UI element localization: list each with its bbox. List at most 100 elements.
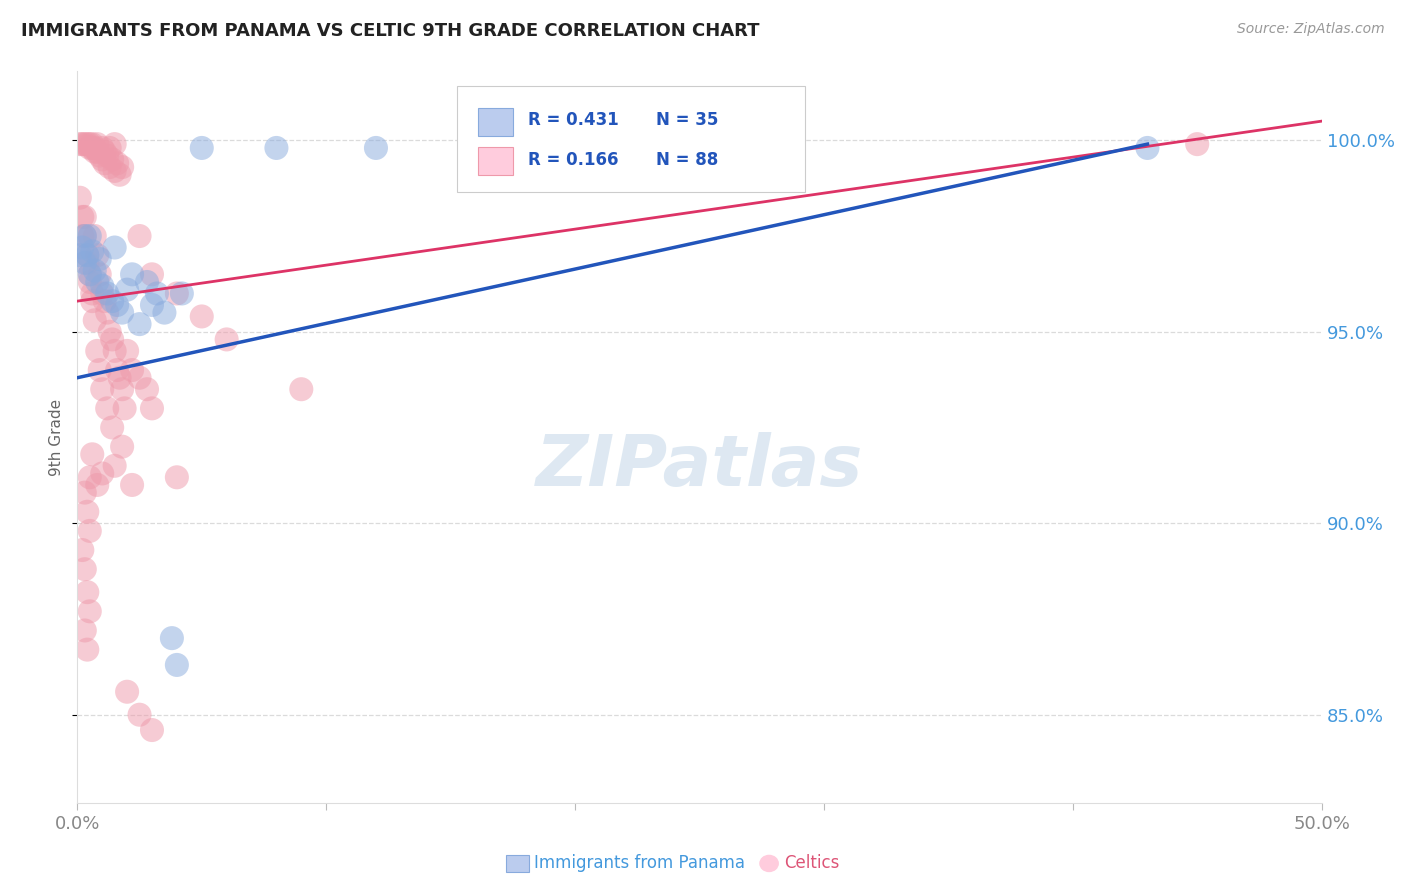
Point	[191, 141, 214, 155]
Point	[83, 229, 105, 244]
Point	[191, 310, 214, 324]
Point	[91, 278, 114, 293]
Point	[101, 420, 124, 434]
Point	[364, 141, 387, 155]
Point	[290, 382, 312, 396]
Point	[91, 467, 114, 481]
Point	[72, 137, 94, 152]
Point	[1187, 137, 1209, 152]
Point	[104, 240, 127, 254]
Point	[79, 141, 101, 155]
Point	[128, 370, 150, 384]
Point	[86, 343, 108, 358]
Point	[86, 478, 108, 492]
Point	[73, 485, 96, 500]
Point	[82, 294, 104, 309]
Point	[73, 229, 96, 244]
Point	[93, 294, 115, 309]
Point	[105, 363, 128, 377]
Point	[111, 440, 134, 454]
Bar	[478, 108, 513, 136]
Point	[105, 156, 128, 170]
Point	[73, 256, 96, 270]
Point	[72, 240, 94, 254]
Point	[141, 723, 163, 737]
Point	[141, 298, 163, 312]
Text: R = 0.431: R = 0.431	[527, 112, 619, 129]
Point	[1136, 141, 1159, 155]
Text: Immigrants from Panama: Immigrants from Panama	[534, 855, 745, 872]
Point	[83, 313, 105, 327]
Point	[82, 447, 104, 461]
Point	[73, 229, 96, 244]
Point	[96, 401, 118, 416]
Point	[96, 148, 118, 162]
Point	[141, 268, 163, 282]
Point	[105, 298, 128, 312]
Point	[98, 160, 121, 174]
Point	[108, 168, 131, 182]
Point	[153, 305, 176, 319]
Point	[128, 707, 150, 722]
Point	[101, 153, 124, 167]
Point	[166, 657, 188, 672]
Point	[76, 642, 98, 657]
Point	[89, 148, 111, 162]
Point	[82, 244, 104, 259]
Point	[79, 268, 101, 282]
Point	[115, 684, 138, 698]
FancyBboxPatch shape	[457, 86, 806, 192]
Bar	[478, 147, 513, 175]
Text: IMMIGRANTS FROM PANAMA VS CELTIC 9TH GRADE CORRELATION CHART: IMMIGRANTS FROM PANAMA VS CELTIC 9TH GRA…	[21, 22, 759, 40]
Point	[73, 624, 96, 638]
Point	[91, 382, 114, 396]
Point	[91, 286, 114, 301]
Point	[79, 470, 101, 484]
Point	[104, 137, 127, 152]
Text: Celtics: Celtics	[785, 855, 839, 872]
Point	[76, 505, 98, 519]
Point	[89, 268, 111, 282]
Point	[76, 248, 98, 262]
Point	[89, 363, 111, 377]
Point	[83, 145, 105, 159]
Point	[166, 286, 188, 301]
Point	[128, 317, 150, 331]
Point	[82, 286, 104, 301]
Point	[664, 141, 686, 155]
Point	[93, 145, 115, 159]
Point	[72, 210, 94, 224]
Point	[115, 343, 138, 358]
Point	[69, 248, 91, 262]
Point	[79, 524, 101, 538]
Y-axis label: 9th Grade: 9th Grade	[49, 399, 65, 475]
Point	[79, 137, 101, 152]
Point	[115, 283, 138, 297]
Point	[82, 137, 104, 152]
Point	[73, 210, 96, 224]
Point	[86, 248, 108, 262]
Text: N = 88: N = 88	[657, 151, 718, 169]
Point	[76, 256, 98, 270]
Point	[104, 458, 127, 473]
Point	[76, 248, 98, 262]
Point	[69, 191, 91, 205]
Point	[136, 275, 159, 289]
Point	[146, 286, 169, 301]
Point	[121, 268, 143, 282]
Point	[121, 363, 143, 377]
Point	[104, 343, 127, 358]
Text: ZIPatlas: ZIPatlas	[536, 432, 863, 500]
Point	[91, 141, 114, 155]
Point	[98, 141, 121, 155]
Point	[101, 333, 124, 347]
Point	[96, 305, 118, 319]
Point	[166, 470, 188, 484]
Point	[82, 141, 104, 155]
Point	[69, 137, 91, 152]
Point	[108, 370, 131, 384]
Text: Source: ZipAtlas.com: Source: ZipAtlas.com	[1237, 22, 1385, 37]
Point	[104, 164, 127, 178]
Point	[73, 562, 96, 576]
Point	[83, 263, 105, 277]
